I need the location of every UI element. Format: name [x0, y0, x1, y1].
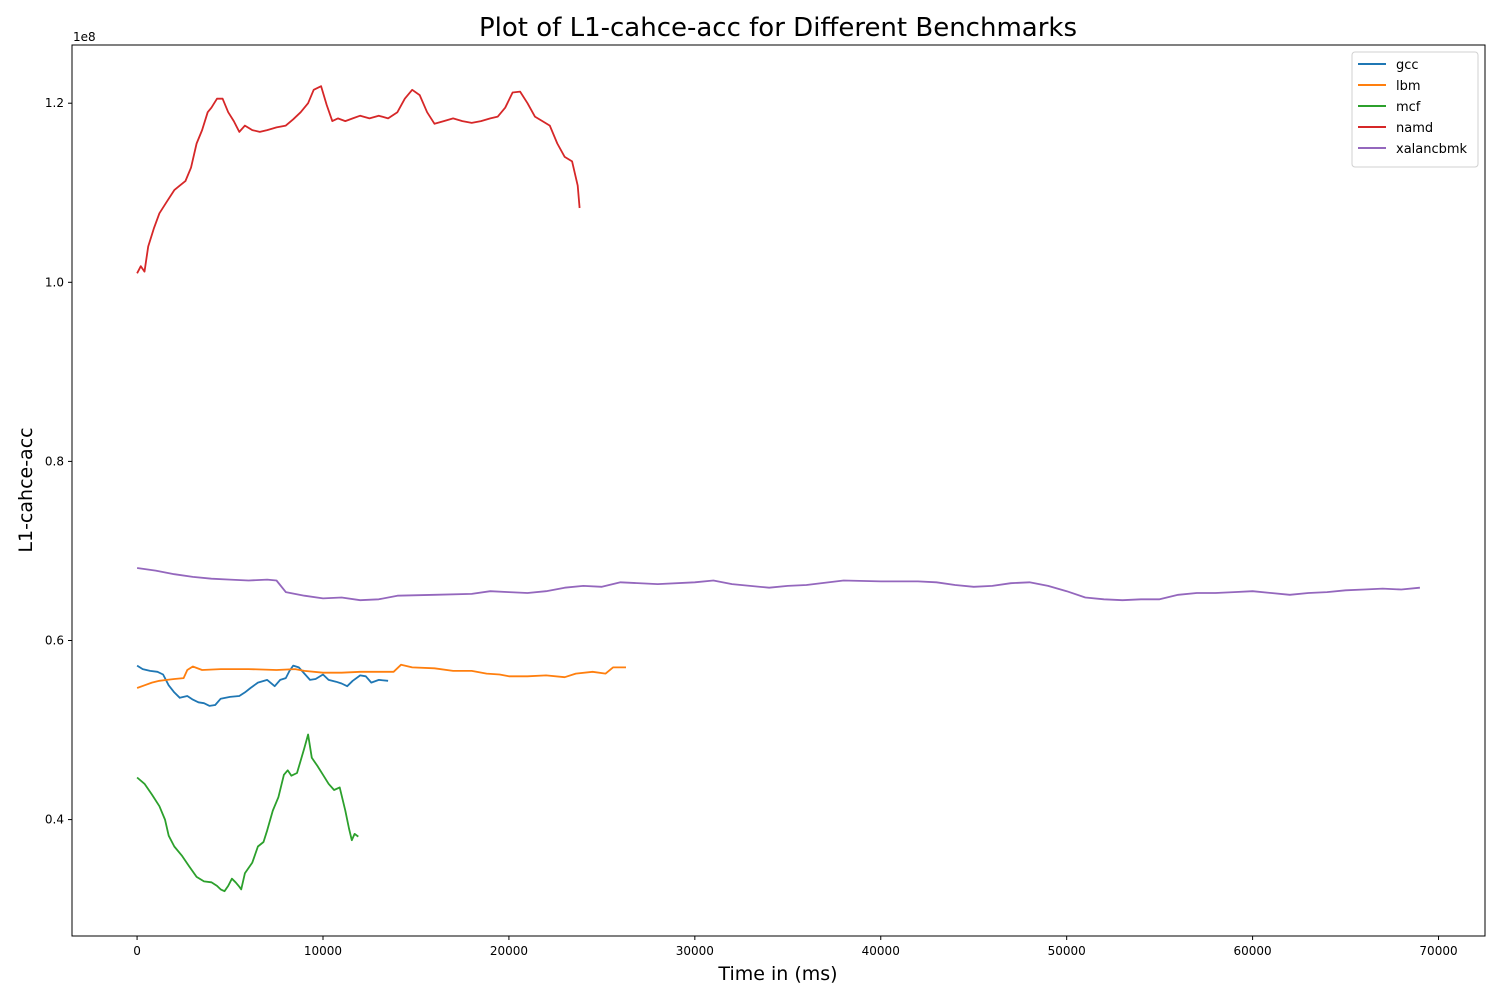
x-tick-label: 0 — [133, 944, 141, 958]
x-tick-label: 50000 — [1048, 944, 1086, 958]
y-axis-ticks: 0.4 0.6 0.8 1.0 1.2 — [45, 96, 72, 827]
x-tick-label: 10000 — [304, 944, 342, 958]
legend-label-lbm: lbm — [1396, 79, 1421, 94]
series-line-mcf — [136, 733, 359, 893]
y-tick-label: 0.4 — [45, 813, 64, 827]
legend-label-namd: namd — [1396, 121, 1433, 136]
legend-box — [1351, 51, 1479, 168]
chart-title: Plot of L1-cahce-acc for Different Bench… — [479, 13, 1077, 43]
series-line-namd — [136, 85, 581, 274]
series-line-xalancbmk — [136, 567, 1420, 602]
y-tick-label: 0.6 — [45, 633, 64, 647]
legend-label-gcc: gcc — [1396, 58, 1419, 73]
x-tick-label: 60000 — [1234, 944, 1272, 958]
x-tick-label: 20000 — [490, 944, 528, 958]
y-tick-label: 1.0 — [45, 275, 64, 289]
x-tick-label: 40000 — [862, 944, 900, 958]
series-line-gcc — [136, 664, 389, 707]
x-axis-title: Time in (ms) — [717, 963, 837, 985]
y-tick-label: 0.8 — [45, 454, 64, 468]
legend: gcc lbm mcf namd xalancbmk — [1351, 51, 1479, 168]
plot-area-frame — [71, 44, 1486, 937]
x-tick-label: 70000 — [1419, 944, 1457, 958]
series-line-lbm — [136, 663, 626, 689]
x-axis-ticks: 0 10000 20000 30000 40000 50000 60000 70000 — [133, 936, 1458, 958]
x-tick-label: 30000 — [676, 944, 714, 958]
y-tick-label: 1.2 — [45, 96, 64, 110]
y-axis-offset-label: 1e8 — [73, 30, 96, 44]
series-group — [136, 85, 1420, 893]
y-axis-title: L1-cahce-acc — [15, 427, 37, 552]
legend-label-mcf: mcf — [1396, 100, 1421, 115]
legend-label-xalancbmk: xalancbmk — [1396, 142, 1468, 157]
